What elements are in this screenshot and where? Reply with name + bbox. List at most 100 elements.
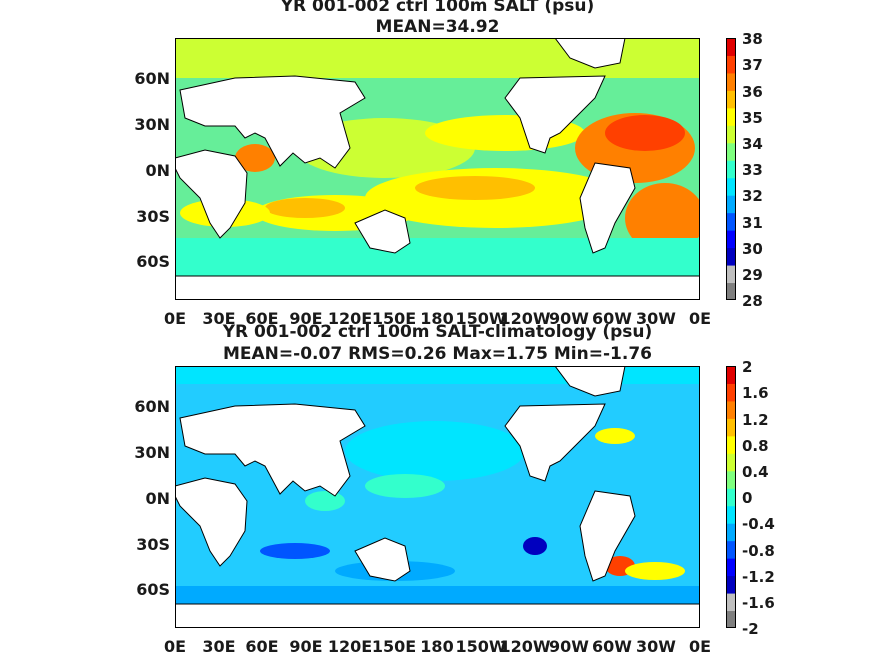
top-colorbar-segment: [726, 282, 736, 300]
bottom-colorbar: [726, 366, 736, 628]
top-lon-label: 90W: [549, 309, 589, 328]
top-colorbar-tick: 36: [742, 83, 763, 101]
top-map-frame: [175, 38, 700, 300]
top-lat-label: 60S: [136, 252, 170, 271]
bottom-lat-label: 0N: [145, 489, 170, 508]
bottom-colorbar-segment: [726, 400, 736, 419]
bottom-colorbar-tick: -0.4: [742, 515, 775, 533]
top-lat-label: 60N: [134, 69, 170, 88]
bottom-lon-label: 0E: [688, 637, 712, 656]
top-map: [175, 38, 700, 300]
bottom-colorbar-segment: [726, 383, 736, 402]
bottom-lon-label: 0E: [163, 637, 187, 656]
bottom-colorbar-segment: [726, 366, 736, 384]
bottom-colorbar-tick: -2: [742, 620, 759, 638]
bottom-colorbar-segment: [726, 575, 736, 594]
bottom-lat-label: 30S: [136, 535, 170, 554]
bottom-colorbar-segment: [726, 593, 736, 612]
bottom-lon-label: 120E: [327, 637, 373, 656]
bottom-lon-label: 150W: [455, 637, 507, 656]
bottom-map-frame: [175, 366, 700, 628]
bottom-colorbar-tick: -1.6: [742, 594, 775, 612]
bottom-colorbar-tick: 2: [742, 358, 753, 376]
top-colorbar-tick: 29: [742, 266, 763, 284]
top-colorbar-segment: [726, 160, 736, 179]
bottom-lon-label: 180: [420, 637, 454, 656]
bottom-lon-label: 30E: [202, 637, 236, 656]
top-colorbar-tick: 37: [742, 56, 763, 74]
bottom-colorbar-tick: -1.2: [742, 568, 775, 586]
top-colorbar-segment: [726, 230, 736, 249]
top-colorbar-tick: 38: [742, 30, 763, 48]
bottom-lat-label: 30N: [134, 443, 170, 462]
bottom-colorbar-tick: -0.8: [742, 542, 775, 560]
top-colorbar-segment: [726, 177, 736, 196]
bottom-colorbar-tick: 1.6: [742, 384, 769, 402]
bottom-colorbar-segment: [726, 453, 736, 472]
bottom-land-masses: [175, 366, 700, 628]
bottom-colorbar-segment: [726, 505, 736, 524]
bottom-colorbar-frame: [726, 366, 736, 628]
bottom-colorbar-segment: [726, 610, 736, 628]
top-land-masses: [175, 38, 700, 300]
top-lon-label: 150W: [455, 309, 507, 328]
top-lat-label: 30N: [134, 115, 170, 134]
bottom-colorbar-segment: [726, 523, 736, 542]
top-colorbar-tick: 34: [742, 135, 763, 153]
top-lon-label: 60W: [592, 309, 632, 328]
top-colorbar-tick: 33: [742, 161, 763, 179]
bottom-lon-label: 90W: [549, 637, 589, 656]
top-lon-label: 120E: [327, 309, 373, 328]
bottom-lon-label: 90E: [289, 637, 323, 656]
bottom-colorbar-tick: 0.4: [742, 463, 769, 481]
top-colorbar-segment: [726, 55, 736, 74]
top-colorbar-segment: [726, 265, 736, 284]
top-colorbar-segment: [726, 38, 736, 56]
top-colorbar: [726, 38, 736, 300]
top-lon-label: 0E: [163, 309, 187, 328]
top-colorbar-segment: [726, 195, 736, 214]
top-lat-label: 30S: [136, 207, 170, 226]
top-colorbar-segment: [726, 90, 736, 109]
bottom-colorbar-segment: [726, 418, 736, 437]
top-colorbar-tick: 32: [742, 187, 763, 205]
top-colorbar-segment: [726, 107, 736, 126]
top-colorbar-tick: 31: [742, 214, 763, 232]
bottom-lon-label: 60W: [592, 637, 632, 656]
top-colorbar-tick: 28: [742, 292, 763, 310]
top-lon-label: 60E: [245, 309, 279, 328]
bottom-lon-label: 120W: [499, 637, 551, 656]
top-lon-label: 180: [420, 309, 454, 328]
top-lon-label: 120W: [499, 309, 551, 328]
bottom-lat-label: 60S: [136, 580, 170, 599]
top-title-line1: YR 001-002 ctrl 100m SALT (psu): [280, 0, 595, 16]
top-colorbar-segment: [726, 212, 736, 231]
bottom-colorbar-segment: [726, 488, 736, 507]
top-lon-label: 30E: [202, 309, 236, 328]
top-title-line2: MEAN=34.92: [375, 17, 500, 37]
bottom-colorbar-tick: 0.8: [742, 437, 769, 455]
top-colorbar-frame: [726, 38, 736, 300]
bottom-colorbar-tick: 0: [742, 489, 753, 507]
top-colorbar-segment: [726, 247, 736, 266]
top-colorbar-segment: [726, 72, 736, 91]
bottom-colorbar-segment: [726, 540, 736, 559]
bottom-colorbar-segment: [726, 470, 736, 489]
top-colorbar-segment: [726, 125, 736, 144]
top-lon-label: 150E: [371, 309, 417, 328]
bottom-map: [175, 366, 700, 628]
bottom-lon-label: 150E: [371, 637, 417, 656]
bottom-title-line2: MEAN=-0.07 RMS=0.26 Max=1.75 Min=-1.76: [223, 344, 652, 364]
top-colorbar-segment: [726, 142, 736, 161]
top-lat-label: 0N: [145, 161, 170, 180]
bottom-colorbar-segment: [726, 435, 736, 454]
bottom-lon-label: 60E: [245, 637, 279, 656]
bottom-lon-label: 30W: [636, 637, 676, 656]
top-colorbar-tick: 35: [742, 109, 763, 127]
bottom-colorbar-segment: [726, 558, 736, 577]
bottom-lat-label: 60N: [134, 397, 170, 416]
top-lon-label: 90E: [289, 309, 323, 328]
top-lon-label: 0E: [688, 309, 712, 328]
top-colorbar-tick: 30: [742, 240, 763, 258]
bottom-colorbar-tick: 1.2: [742, 411, 769, 429]
